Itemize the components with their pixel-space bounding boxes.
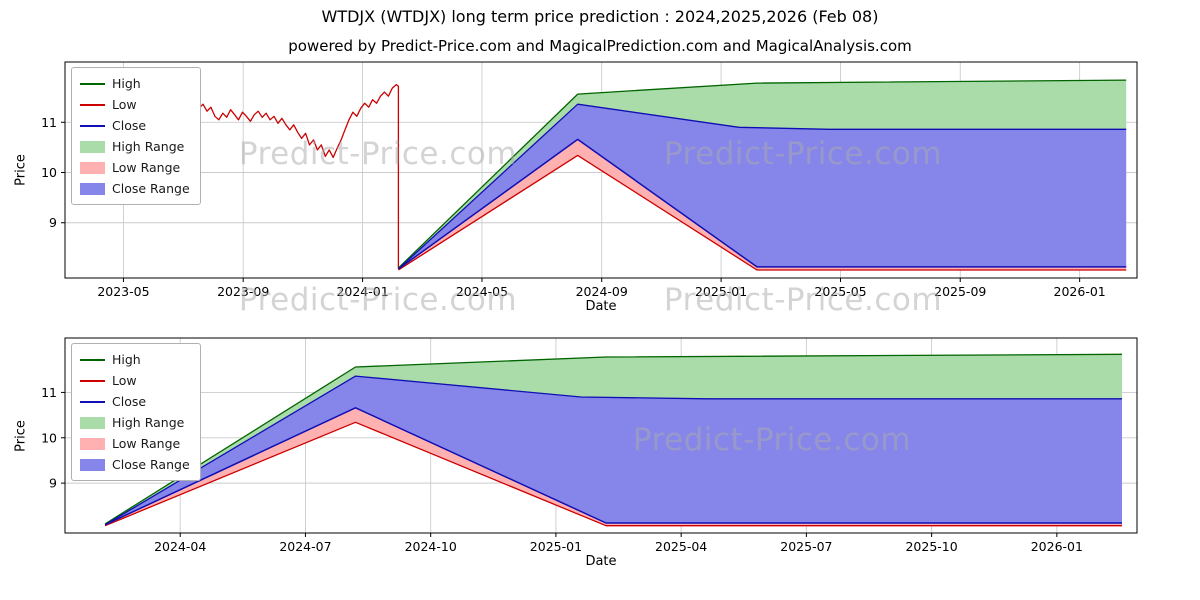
plot-frame	[64, 337, 1138, 534]
chart-history-and-forecast: 2023-05 2023-09 2024-01 2024-05 2024-09 2025-…	[41, 61, 1138, 299]
legend-line-swatch	[80, 379, 105, 382]
legend-patch-swatch	[80, 140, 105, 153]
legend-item-close-range: Close Range	[80, 179, 190, 198]
legend-label: Low Range	[112, 436, 181, 451]
x-tick-label: 2024-10	[405, 539, 457, 554]
x-tick-label: 2024-09	[576, 284, 628, 299]
legend-label: High Range	[112, 139, 185, 154]
legend-label: Close Range	[112, 181, 190, 196]
x-tick-label: 2025-07	[780, 539, 832, 554]
x-tick-label: 2025-05	[814, 284, 866, 299]
x-tick-label: 2024-05	[456, 284, 508, 299]
legend-item-low-range: Low Range	[80, 434, 190, 453]
y-tick-label: 9	[49, 476, 57, 491]
x-tick-label: 2025-04	[655, 539, 707, 554]
legend-label: Close	[112, 118, 147, 133]
legend-item-close: Close	[80, 392, 190, 411]
x-tick-label: 2023-09	[217, 284, 269, 299]
legend-item-close-range: Close Range	[80, 455, 190, 474]
legend-item-close: Close	[80, 116, 190, 135]
legend-item-high-range: High Range	[80, 137, 190, 156]
close-forecast-line	[397, 138, 1127, 270]
y-tick-label: 10	[41, 430, 57, 445]
legend-label: Close Range	[112, 457, 190, 472]
y-tick-label: 11	[41, 385, 57, 400]
bottom-chart-x-axis-label: Date	[585, 554, 617, 569]
legend-label: Low Range	[112, 160, 181, 175]
bottom-chart-y-axis-label: Price	[13, 420, 29, 452]
y-tick-label: 11	[41, 115, 57, 130]
x-tick-label: 2026-01	[1031, 539, 1083, 554]
low-forecast-line	[104, 421, 1122, 527]
chart-forecast-detail: 2024-04 2024-07 2024-10 2025-01 2025-04 2025-…	[41, 337, 1138, 554]
legend-patch-swatch	[80, 458, 105, 471]
x-tick-label: 2024-07	[279, 539, 331, 554]
legend-item-high: High	[80, 74, 190, 93]
close-forecast-line	[104, 407, 1122, 526]
bottom-chart-legend: High Low Close High Range Low Range Close Ran…	[71, 343, 201, 481]
legend-label: Low	[112, 373, 137, 388]
close-range-upper-edge-line	[104, 375, 1122, 526]
x-tick-label: 2023-05	[97, 284, 149, 299]
high-forecast-line	[397, 79, 1127, 269]
close-range-upper-edge-line	[397, 103, 1127, 270]
legend-patch-swatch	[80, 182, 105, 195]
high-range-band	[105, 354, 1123, 525]
legend-patch-swatch	[80, 161, 105, 174]
close-range-band	[398, 104, 1127, 269]
low-forecast-line	[398, 154, 1127, 271]
legend-line-swatch	[80, 124, 105, 127]
top-chart-y-axis-label: Price	[13, 154, 29, 186]
legend-label: Close	[112, 394, 147, 409]
plot-frame	[64, 61, 1138, 279]
top-chart-legend: High Low Close High Range Low Range Close Ran…	[71, 67, 201, 205]
high-forecast-line	[104, 353, 1123, 525]
x-tick-label: 2026-01	[1054, 284, 1106, 299]
legend-label: High Range	[112, 415, 185, 430]
close-range-band	[105, 376, 1123, 525]
x-tick-label: 2025-01	[695, 284, 747, 299]
legend-line-swatch	[80, 358, 105, 361]
x-tick-label: 2024-01	[336, 284, 388, 299]
legend-item-low: Low	[80, 371, 190, 390]
figure-subtitle: powered by Predict-Price.com and Magical…	[288, 37, 912, 55]
legend-line-swatch	[80, 82, 105, 85]
y-tick-label: 9	[49, 215, 57, 230]
legend-item-low-range: Low Range	[80, 158, 190, 177]
legend-item-high-range: High Range	[80, 413, 190, 432]
legend-patch-swatch	[80, 437, 105, 450]
history-price-line	[182, 83, 400, 269]
legend-line-swatch	[80, 103, 105, 106]
y-tick-label: 10	[41, 165, 57, 180]
legend-item-high: High	[80, 350, 190, 369]
x-tick-label: 2025-10	[905, 539, 957, 554]
legend-line-swatch	[80, 400, 105, 403]
legend-label: High	[112, 76, 141, 91]
x-tick-label: 2024-04	[154, 539, 206, 554]
x-tick-label: 2025-01	[530, 539, 582, 554]
legend-patch-swatch	[80, 416, 105, 429]
figure-title: WTDJX (WTDJX) long term price prediction…	[321, 7, 879, 26]
legend-label: Low	[112, 97, 137, 112]
legend-label: High	[112, 352, 141, 367]
legend-item-low: Low	[80, 95, 190, 114]
top-chart-x-axis-label: Date	[585, 299, 617, 314]
x-tick-label: 2025-09	[934, 284, 986, 299]
high-range-band	[398, 80, 1127, 269]
